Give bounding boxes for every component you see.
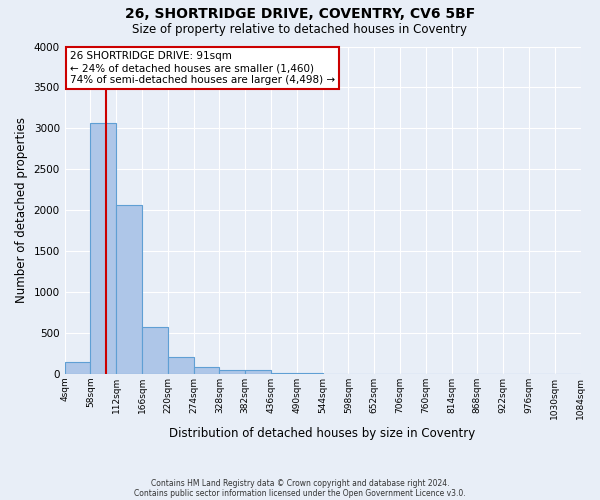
Text: 26, SHORTRIDGE DRIVE, COVENTRY, CV6 5BF: 26, SHORTRIDGE DRIVE, COVENTRY, CV6 5BF [125, 8, 475, 22]
Text: Contains HM Land Registry data © Crown copyright and database right 2024.: Contains HM Land Registry data © Crown c… [151, 478, 449, 488]
Bar [194, 367, 220, 374]
Text: 26 SHORTRIDGE DRIVE: 91sqm
← 24% of detached houses are smaller (1,460)
74% of s: 26 SHORTRIDGE DRIVE: 91sqm ← 24% of deta… [70, 52, 335, 84]
Bar [245, 370, 271, 374]
Bar [271, 373, 297, 374]
Bar [65, 362, 91, 374]
Bar [220, 370, 245, 374]
Bar [91, 124, 116, 374]
X-axis label: Distribution of detached houses by size in Coventry: Distribution of detached houses by size … [169, 427, 476, 440]
Text: Contains public sector information licensed under the Open Government Licence v3: Contains public sector information licen… [134, 488, 466, 498]
Y-axis label: Number of detached properties: Number of detached properties [15, 117, 28, 303]
Bar [142, 327, 168, 374]
Bar [168, 358, 194, 374]
Bar [116, 205, 142, 374]
Text: Size of property relative to detached houses in Coventry: Size of property relative to detached ho… [133, 22, 467, 36]
